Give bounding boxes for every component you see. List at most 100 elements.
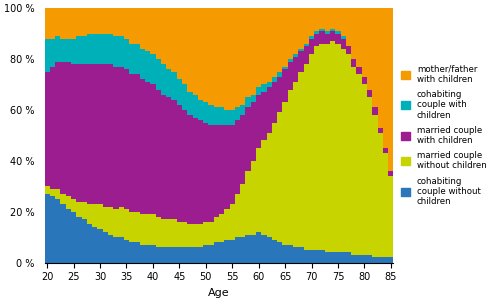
Bar [87,34,92,64]
Bar [372,115,378,258]
Bar [224,209,230,240]
Bar [182,222,187,247]
Bar [113,8,118,36]
Bar [150,85,156,214]
Bar [192,117,198,224]
Bar [314,46,320,250]
Bar [246,108,251,171]
Bar [71,199,76,212]
Bar [320,8,325,28]
Bar [256,8,261,87]
Bar [251,161,256,235]
Bar [230,110,235,125]
Bar [182,85,187,110]
Bar [177,8,182,79]
Bar [224,110,230,125]
Bar [82,36,87,64]
Bar [156,247,161,262]
Bar [277,242,282,262]
Bar [325,31,330,34]
Bar [82,201,87,219]
Bar [246,97,251,108]
Bar [288,8,293,59]
Bar [261,92,267,140]
Bar [320,28,325,31]
Bar [346,252,351,262]
Bar [135,74,139,212]
Bar [367,97,372,255]
Bar [203,222,208,245]
Bar [156,59,161,90]
Bar [198,247,203,262]
Bar [92,204,97,227]
Bar [182,8,187,85]
Bar [177,247,182,262]
Bar [129,74,135,212]
Bar [293,8,299,54]
Bar [325,44,330,252]
Bar [108,8,113,34]
Bar [145,245,150,262]
Bar [309,8,314,36]
Bar [129,8,135,44]
Bar [76,8,82,36]
Bar [341,252,346,262]
Bar [150,8,156,54]
Bar [145,82,150,214]
Bar [299,51,303,72]
Bar [341,39,346,49]
Bar [235,8,240,108]
Bar [251,95,256,102]
Bar [113,209,118,237]
Bar [256,148,261,232]
Bar [192,95,198,117]
Bar [71,212,76,262]
Bar [214,125,219,217]
Bar [66,62,71,196]
Bar [166,219,171,247]
Bar [378,133,383,258]
Bar [346,54,351,252]
Bar [177,222,182,247]
Bar [293,54,299,56]
Bar [335,8,341,31]
Bar [362,77,367,85]
Bar [246,171,251,235]
Bar [235,237,240,262]
Bar [76,201,82,217]
Bar [118,237,124,262]
Bar [214,217,219,242]
Bar [129,212,135,242]
Bar [135,8,139,44]
Bar [171,100,177,219]
Bar [50,39,55,67]
Bar [66,39,71,62]
Bar [171,8,177,72]
Bar [113,67,118,209]
Bar [145,8,150,51]
Bar [177,79,182,105]
Bar [272,77,277,82]
Bar [139,245,145,262]
Bar [362,85,367,255]
Bar [45,194,50,262]
Bar [87,204,92,224]
Bar [161,64,166,95]
Bar [288,245,293,262]
Bar [71,64,76,199]
Bar [341,49,346,252]
Bar [320,44,325,250]
Bar [325,8,330,31]
Bar [282,69,288,102]
Bar [341,8,346,36]
Bar [113,237,118,262]
Bar [182,247,187,262]
Bar [303,64,309,250]
Bar [240,184,246,237]
Bar [282,245,288,262]
Bar [187,8,192,92]
Bar [356,74,362,255]
Bar [124,209,129,240]
Bar [177,105,182,222]
Bar [335,252,341,262]
